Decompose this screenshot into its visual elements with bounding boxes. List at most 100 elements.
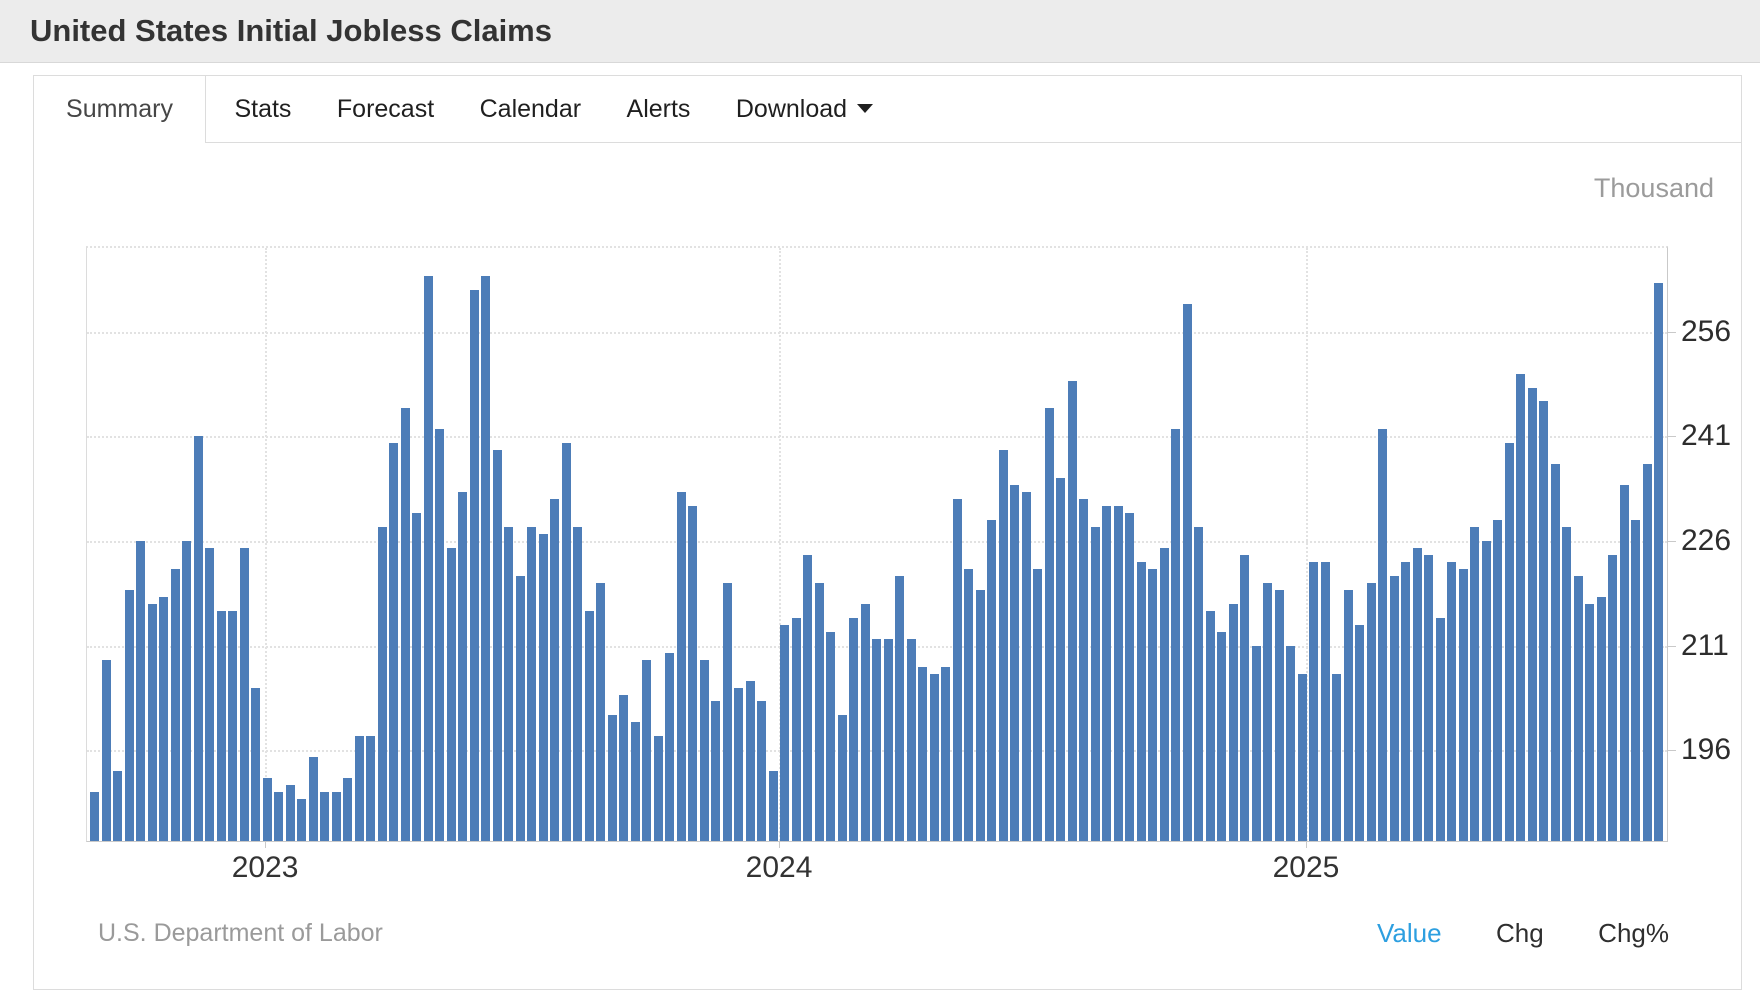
bar[interactable] [274,792,284,841]
bar[interactable] [676,492,686,841]
tab-stats[interactable]: Stats [234,95,292,123]
bar[interactable] [1182,303,1192,841]
bar[interactable] [1021,492,1031,841]
bar[interactable] [320,792,330,841]
bar[interactable] [895,575,905,841]
bar[interactable] [860,603,870,841]
bar[interactable] [412,513,422,841]
bar[interactable] [1010,485,1020,841]
bar[interactable] [366,736,376,841]
bar[interactable] [906,638,916,841]
bar[interactable] [1504,443,1514,841]
bar[interactable] [1102,506,1112,841]
toggle-value[interactable]: Value [1376,918,1442,948]
bar[interactable] [515,575,525,841]
bar[interactable] [331,792,341,841]
bar[interactable] [975,589,985,841]
bar[interactable] [987,520,997,841]
toggle-chg-pct[interactable]: Chg% [1598,918,1669,948]
bar[interactable] [308,757,318,841]
tab-forecast[interactable]: Forecast [336,95,435,123]
bar[interactable] [1148,568,1158,841]
bar[interactable] [1044,408,1054,841]
bar[interactable] [1286,645,1296,841]
bar[interactable] [262,778,272,841]
bar[interactable] [1079,499,1089,841]
bar[interactable] [757,701,767,841]
bar[interactable] [596,582,606,841]
bar[interactable] [699,659,709,841]
bar[interactable] [964,568,974,841]
bar[interactable] [722,582,732,841]
bar[interactable] [1458,568,1468,841]
bar[interactable] [239,548,249,841]
bar[interactable] [1562,527,1572,841]
bar[interactable] [619,694,629,841]
bar[interactable] [630,722,640,841]
tab-summary[interactable]: Summary [34,76,206,143]
bar[interactable] [297,799,307,841]
bar[interactable] [1343,589,1353,841]
bar[interactable] [1033,568,1043,841]
bar[interactable] [1090,527,1100,841]
bar[interactable] [228,610,238,841]
bar[interactable] [998,450,1008,841]
bar[interactable] [446,548,456,841]
bar[interactable] [170,568,180,841]
bar[interactable] [1309,561,1319,841]
bar[interactable] [768,771,778,841]
bar[interactable] [343,778,353,841]
tab-alerts[interactable]: Alerts [626,95,691,123]
bar[interactable] [389,443,399,841]
bar[interactable] [1573,575,1583,841]
bar[interactable] [1297,673,1307,841]
bar[interactable] [1412,548,1422,841]
bar[interactable] [918,666,928,841]
bar[interactable] [182,541,192,841]
bar[interactable] [1320,561,1330,841]
bar[interactable] [285,785,295,841]
bar[interactable] [1240,554,1250,841]
bar[interactable] [469,289,479,841]
bar[interactable] [423,275,433,841]
bar[interactable] [1481,541,1491,841]
bar[interactable] [1125,513,1135,841]
bar[interactable] [837,715,847,841]
bar[interactable] [872,638,882,841]
bar[interactable] [814,582,824,841]
bar[interactable] [1366,582,1376,841]
bar[interactable] [1113,506,1123,841]
bar[interactable] [435,429,445,841]
bar[interactable] [561,443,571,841]
bar[interactable] [1159,548,1169,841]
bar[interactable] [251,687,261,841]
bar[interactable] [1654,282,1664,841]
bar[interactable] [538,534,548,841]
bar[interactable] [711,701,721,841]
bar[interactable] [481,275,491,841]
bar[interactable] [1631,520,1641,841]
bar[interactable] [1470,527,1480,841]
bar[interactable] [1539,401,1549,841]
bar[interactable] [1251,645,1261,841]
bar[interactable] [550,499,560,841]
bar[interactable] [929,673,939,841]
bar[interactable] [90,792,100,841]
bar[interactable] [1608,554,1618,841]
bar[interactable] [400,408,410,841]
bar[interactable] [1274,589,1284,841]
bar[interactable] [1424,554,1434,841]
toggle-chg[interactable]: Chg [1496,918,1544,948]
bar[interactable] [1378,429,1388,841]
bar[interactable] [573,527,583,841]
bar[interactable] [1263,582,1273,841]
bar[interactable] [504,527,514,841]
bar[interactable] [745,680,755,841]
bar[interactable] [124,589,134,841]
bar[interactable] [1228,603,1238,841]
bar[interactable] [584,610,594,841]
bar[interactable] [136,541,146,841]
bar[interactable] [377,527,387,841]
bar[interactable] [1596,596,1606,841]
bar[interactable] [527,527,537,841]
